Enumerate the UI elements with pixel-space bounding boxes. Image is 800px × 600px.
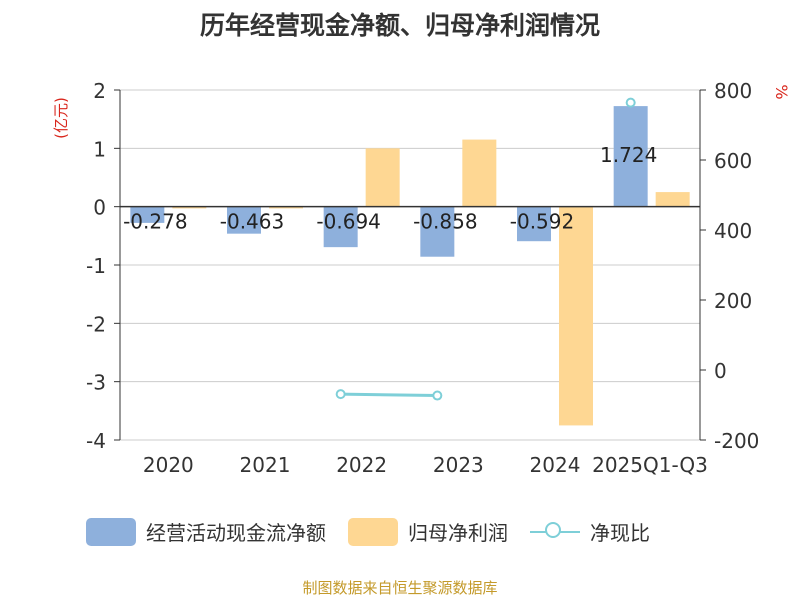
y-right-tick-label: 400 — [714, 219, 752, 243]
legend-item-profit[interactable]: 归母净利润 — [348, 517, 508, 546]
y-right-tick-label: 0 — [714, 359, 727, 383]
line-point-ratio — [335, 389, 346, 400]
data-label-cashflow: -0.858 — [413, 210, 477, 234]
x-tick-label: 2023 — [433, 453, 484, 477]
data-label-cashflow: -0.694 — [316, 210, 380, 234]
y-left-tick-label: 2 — [93, 79, 106, 103]
line-segment-ratio — [340, 392, 438, 398]
x-tick-label: 2020 — [143, 453, 194, 477]
chart-title: 历年经营现金净额、归母净利润情况 — [199, 11, 600, 40]
line-point-ratio — [625, 97, 636, 108]
y-left-tick-label: -2 — [86, 312, 106, 336]
bar-profit — [172, 206, 207, 209]
data-label-cashflow: 1.724 — [600, 143, 657, 167]
bar-cashflow — [323, 206, 358, 248]
legend-label-ratio: 净现比 — [590, 521, 650, 545]
bar-profit — [462, 139, 497, 207]
bar-cashflow — [613, 106, 648, 207]
legend-swatch-cashflow — [86, 517, 136, 546]
x-tick-label: 2021 — [240, 453, 291, 477]
x-tick-label: 2022 — [336, 453, 387, 477]
line-point-ratio — [432, 390, 443, 401]
bar-profit — [559, 206, 593, 426]
bar-profit — [269, 206, 303, 209]
legend-item-cashflow[interactable]: 经营活动现金流净额 — [86, 517, 326, 546]
y-right-tick-label: 800 — [714, 79, 752, 103]
legend-item-ratio[interactable]: 净现比 — [530, 517, 650, 546]
legend-swatch-profit — [348, 517, 398, 546]
bar-profit — [365, 148, 400, 207]
y-right-tick-label: -200 — [714, 429, 759, 453]
x-tick-label: 2024 — [530, 453, 581, 477]
legend: 经营活动现金流净额 归母净利润 净现比 — [86, 517, 672, 546]
bar-cashflow — [130, 206, 165, 223]
y-right-unit-label: % — [772, 84, 791, 99]
y-left-tick-label: -3 — [86, 371, 106, 395]
bar-cashflow — [517, 206, 551, 242]
data-label-cashflow: -0.463 — [220, 210, 284, 234]
bar-cashflow — [227, 206, 261, 234]
legend-swatch-ratio — [530, 518, 580, 546]
legend-label-profit: 归母净利润 — [408, 521, 508, 545]
y-right-tick-label: 600 — [714, 149, 752, 173]
legend-label-cashflow: 经营活动现金流净额 — [146, 521, 326, 545]
bar-cashflow — [420, 206, 455, 257]
y-left-tick-label: 1 — [93, 137, 106, 161]
bar-profit — [655, 192, 690, 207]
data-label-cashflow: -0.592 — [510, 210, 574, 234]
source-note: 制图数据来自恒生聚源数据库 — [302, 579, 498, 597]
y-right-tick-label: 200 — [714, 289, 752, 313]
data-label-cashflow: -0.278 — [123, 210, 187, 234]
y-left-tick-label: -4 — [86, 429, 106, 453]
y-left-unit-label: (亿元) — [52, 97, 70, 139]
x-tick-label: 2025Q1-Q3 — [592, 453, 708, 477]
y-left-tick-label: 0 — [93, 196, 106, 220]
y-left-tick-label: -1 — [86, 254, 106, 278]
